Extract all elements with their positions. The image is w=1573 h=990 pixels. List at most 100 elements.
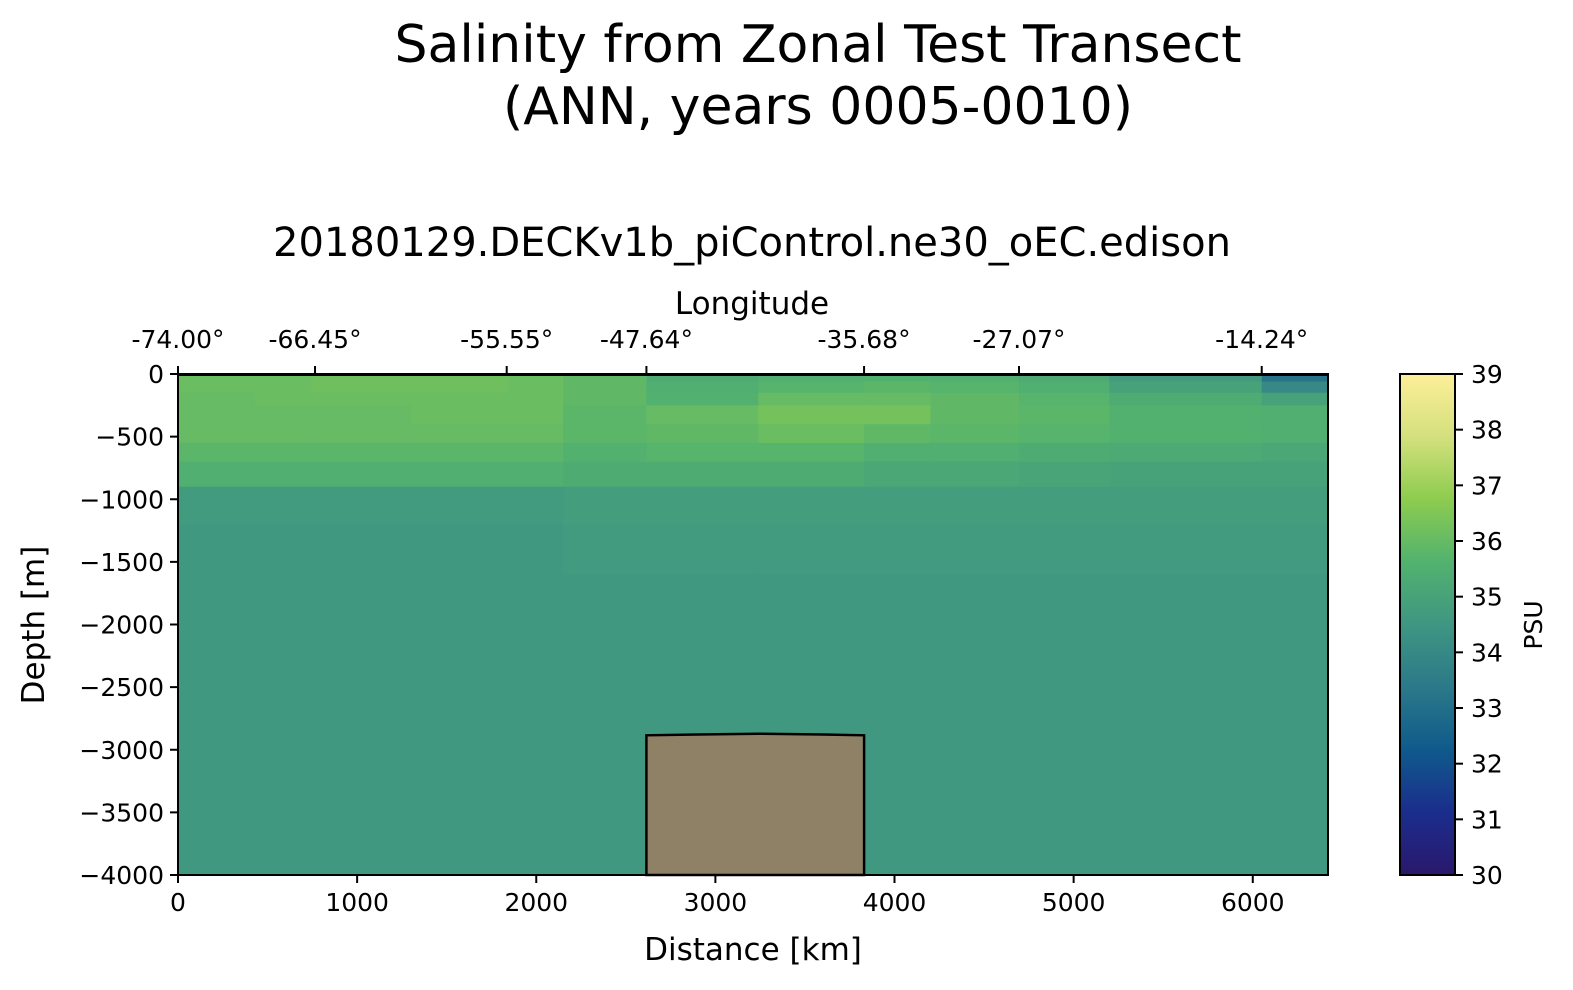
y-tick-label: −4000 <box>79 861 164 890</box>
salinity-cell <box>410 486 509 525</box>
salinity-cell <box>563 749 648 875</box>
colorbar-tick-label: 35 <box>1471 583 1503 612</box>
salinity-cell <box>507 649 564 751</box>
salinity-cell <box>1109 405 1263 425</box>
x-tick-label: 5000 <box>1042 888 1106 917</box>
salinity-cell <box>410 392 509 406</box>
salinity-cell <box>930 405 1020 425</box>
colorbar-tick-label: 30 <box>1471 861 1503 890</box>
salinity-cell <box>1109 442 1263 463</box>
salinity-cell <box>930 381 1020 394</box>
colorbar-ticks: 30 31 32 33 34 35 36 37 38 39 <box>1455 360 1503 890</box>
salinity-cell <box>310 649 412 751</box>
salinity-cell <box>178 392 256 406</box>
y-tick-label: −1500 <box>79 548 164 577</box>
seamount-bathymetry <box>645 732 866 877</box>
salinity-cell <box>255 374 312 383</box>
salinity-cell <box>507 392 564 406</box>
salinity-cell <box>930 442 1020 463</box>
salinity-cell <box>255 381 312 394</box>
salinity-cell <box>507 424 564 444</box>
salinity-cell <box>1109 461 1263 488</box>
salinity-cell <box>1261 374 1328 383</box>
salinity-cell <box>507 381 564 394</box>
top-tick-label: -27.07° <box>972 325 1065 354</box>
salinity-cell <box>178 424 256 444</box>
y-tick-label: −3500 <box>79 798 164 827</box>
salinity-cell <box>178 381 256 394</box>
salinity-cell <box>758 461 865 488</box>
x-axis-ticks: 0 1000 2000 3000 4000 5000 6000 <box>170 875 1285 917</box>
salinity-cell <box>255 749 312 875</box>
x-axis-label: Distance [km] <box>644 932 862 968</box>
salinity-cell <box>310 405 412 425</box>
salinity-cell <box>864 392 931 406</box>
salinity-cell <box>255 392 312 406</box>
salinity-cell <box>646 405 759 425</box>
salinity-cell <box>563 381 648 394</box>
salinity-cell <box>1109 424 1263 444</box>
salinity-cell <box>1261 442 1328 463</box>
salinity-cell <box>178 524 256 575</box>
salinity-cell <box>1109 749 1263 875</box>
colorbar-tick-label: 36 <box>1471 527 1503 556</box>
y-tick-label: 0 <box>148 360 164 389</box>
salinity-cell <box>646 381 759 394</box>
salinity-cell <box>1019 486 1111 525</box>
salinity-cell <box>646 442 759 463</box>
salinity-cell <box>758 374 865 383</box>
salinity-cell <box>758 574 865 651</box>
salinity-cell <box>1261 405 1328 425</box>
salinity-cell <box>178 442 256 463</box>
salinity-cell <box>255 424 312 444</box>
top-tick-label: -35.68° <box>818 325 911 354</box>
x-tick-label: 4000 <box>863 888 927 917</box>
salinity-cell <box>864 649 931 751</box>
salinity-cell <box>1261 461 1328 488</box>
salinity-cell <box>646 574 759 651</box>
top-tick-label: -55.55° <box>460 325 553 354</box>
salinity-cell <box>178 461 256 488</box>
y-tick-label: −1000 <box>79 485 164 514</box>
salinity-cell <box>310 749 412 875</box>
salinity-cell <box>1019 424 1111 444</box>
salinity-cell <box>930 461 1020 488</box>
salinity-cell <box>410 405 509 425</box>
x-tick-label: 6000 <box>1221 888 1285 917</box>
salinity-cell <box>178 405 256 425</box>
colorbar-tick-label: 37 <box>1471 471 1503 500</box>
salinity-cell <box>507 524 564 575</box>
y-tick-label: −2500 <box>79 673 164 702</box>
salinity-cell <box>930 574 1020 651</box>
salinity-cell <box>410 749 509 875</box>
figure-title-line-2: (ANN, years 0005-0010) <box>503 77 1133 137</box>
salinity-cell <box>310 374 412 383</box>
x-tick-label: 3000 <box>684 888 748 917</box>
salinity-cell <box>930 392 1020 406</box>
salinity-cell <box>864 524 931 575</box>
salinity-cell <box>178 649 256 751</box>
salinity-cell <box>1109 374 1263 383</box>
salinity-cell <box>930 524 1020 575</box>
salinity-cell <box>1019 749 1111 875</box>
salinity-cell <box>410 574 509 651</box>
salinity-cell <box>1261 392 1328 406</box>
top-tick-label: -14.24° <box>1215 325 1308 354</box>
salinity-cell <box>507 574 564 651</box>
top-tick-label: -66.45° <box>268 325 361 354</box>
salinity-cell <box>563 374 648 383</box>
salinity-cell <box>507 749 564 875</box>
salinity-cell <box>310 461 412 488</box>
salinity-cell <box>255 486 312 525</box>
salinity-cell <box>1261 524 1328 575</box>
salinity-cell <box>1261 486 1328 525</box>
salinity-cell <box>758 381 865 394</box>
salinity-cell <box>758 392 865 406</box>
salinity-cell <box>864 374 931 383</box>
salinity-cell <box>507 486 564 525</box>
salinity-cell <box>1019 381 1111 394</box>
salinity-cell <box>563 424 648 444</box>
salinity-cell <box>930 424 1020 444</box>
salinity-cell <box>410 461 509 488</box>
top-axis-ticks: -74.00° -66.45° -55.55° -47.64° -35.68° -27.0… <box>131 325 1308 374</box>
